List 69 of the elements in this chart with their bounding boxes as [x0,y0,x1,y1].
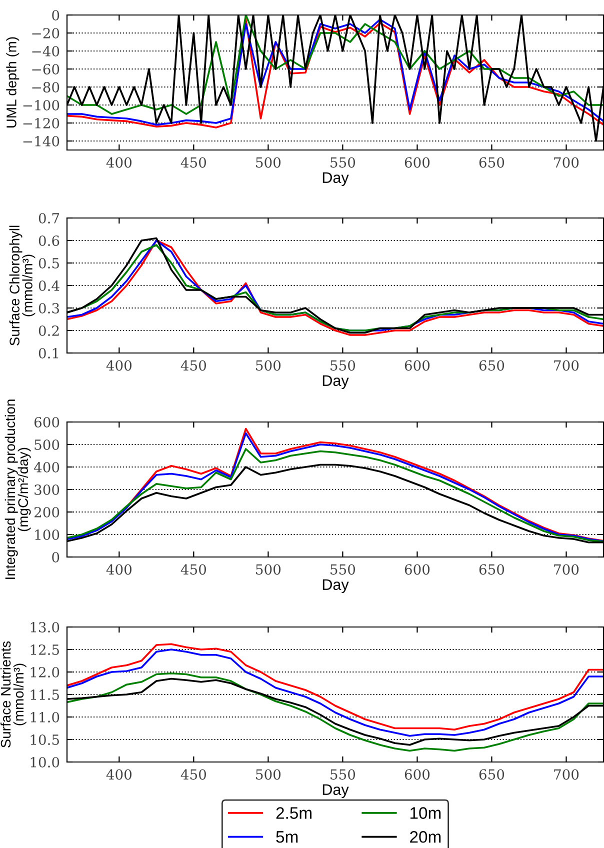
x-tick-label: 600 [404,769,430,780]
y-axis-title: UML depth (m) [6,37,20,128]
y-tick-label: −100 [23,100,60,110]
x-axis-title: Day [322,172,349,186]
x-tick-label: 650 [479,360,504,371]
y-tick-label: 300 [34,484,60,495]
x-tick-label: 700 [554,564,579,575]
x-tick-label: 500 [256,157,281,168]
y-tick-label: 0.3 [38,302,60,314]
y-tick-label: 0 [52,10,60,20]
y-tick-label: 0.1 [38,348,58,358]
x-axis-title: Day [322,579,349,594]
x-tick-label: 700 [554,769,579,780]
y-tick-label: 500 [34,439,60,450]
y-tick-label: 12.5 [30,644,59,655]
y-axis-title: Integrated primary production (mgC/m²/day) [4,400,31,579]
x-tick-label: 700 [554,360,579,371]
x-axis-title: Day [322,375,349,390]
x-tick-label: 550 [330,564,356,575]
y-tick-label: −120 [23,118,60,128]
x-tick-label: 450 [180,157,206,168]
legend-label: 5m [276,831,298,843]
y-tick-label: 0.6 [38,235,60,246]
y-tick-label: 100 [35,529,60,540]
y-tick-label: 11.0 [30,712,60,722]
legend-label: 10m [410,807,441,819]
y-axis-title: Surface Chlorophyll (mmol/m³) [9,226,36,346]
x-tick-label: 450 [180,564,206,575]
y-tick-label: 0 [52,552,60,562]
y-tick-label: 0.2 [38,325,59,336]
y-tick-label: 400 [34,462,60,472]
x-tick-label: 600 [404,564,430,575]
x-tick-label: 600 [404,157,430,168]
x-tick-label: 700 [554,157,579,168]
x-tick-label: 450 [180,769,206,780]
y-tick-label: 11.5 [30,689,59,700]
y-tick-label: 0.4 [38,280,60,291]
x-tick-label: 550 [330,769,356,780]
x-tick-label: 500 [256,564,281,575]
y-tick-label: 13.0 [30,622,60,632]
y-axis-title: Surface Nutrients (mmol/m³) [0,641,26,748]
y-tick-label: −20 [32,28,60,38]
y-tick-label: 0.7 [38,212,60,224]
x-tick-label: 400 [106,564,132,575]
x-tick-label: 500 [256,360,281,371]
x-tick-label: 650 [479,157,504,168]
x-tick-label: 650 [479,564,504,575]
y-tick-label: 12.0 [30,666,60,678]
y-tick-label: 200 [34,506,60,518]
y-tick-label: 10.5 [30,734,59,745]
legend-label: 20m [410,831,441,843]
y-tick-label: 0.5 [38,258,59,268]
x-tick-label: 400 [106,769,132,780]
x-tick-label: 400 [106,360,132,371]
x-tick-label: 650 [479,769,504,780]
x-tick-label: 500 [256,769,281,780]
y-tick-label: 600 [34,416,60,428]
x-tick-label: 550 [330,360,356,371]
y-tick-label: −80 [32,82,60,92]
y-tick-label: −40 [32,46,60,56]
y-tick-label: −60 [32,64,60,74]
x-tick-label: 450 [180,360,206,371]
x-tick-label: 550 [330,157,356,168]
y-tick-label: −140 [23,136,60,146]
y-tick-label: 10.0 [30,756,60,768]
legend-label: 2.5m [276,807,312,819]
x-tick-label: 400 [106,157,132,168]
x-tick-label: 600 [404,360,430,371]
x-axis-title: Day [322,784,349,798]
